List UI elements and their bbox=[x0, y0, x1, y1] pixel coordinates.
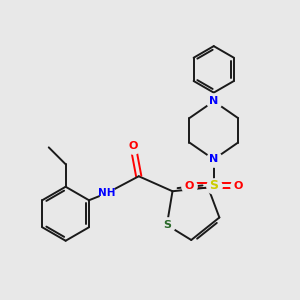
Text: N: N bbox=[209, 154, 218, 164]
Text: NH: NH bbox=[98, 188, 116, 198]
Text: O: O bbox=[233, 181, 243, 190]
Text: N: N bbox=[209, 96, 218, 106]
Text: O: O bbox=[128, 141, 138, 151]
Text: S: S bbox=[209, 179, 218, 192]
Text: S: S bbox=[163, 220, 171, 230]
Text: O: O bbox=[185, 181, 194, 190]
